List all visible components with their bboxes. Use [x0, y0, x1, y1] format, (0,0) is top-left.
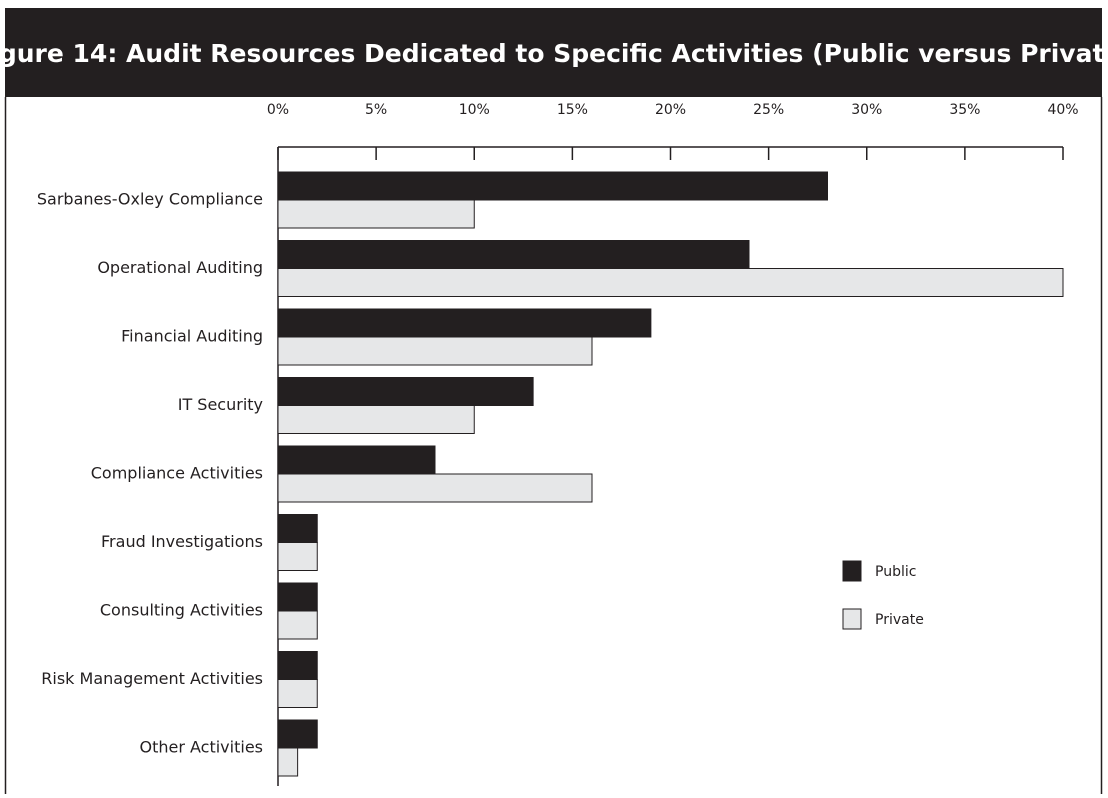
x-tick-label: 30%	[851, 102, 882, 118]
x-tick-label: 20%	[655, 102, 686, 118]
bar	[277, 308, 652, 338]
bar	[277, 582, 318, 612]
category-label: Other Activities	[139, 738, 263, 757]
bar	[277, 610, 318, 640]
bar	[277, 268, 1064, 297]
bar	[277, 377, 534, 406]
bar	[277, 679, 318, 708]
x-tick-label: 5%	[365, 102, 387, 118]
category-label: IT Security	[178, 395, 263, 414]
bar	[277, 747, 299, 777]
category-label: Operational Auditing	[97, 258, 263, 277]
bar	[277, 199, 475, 229]
bar	[277, 473, 593, 503]
x-tick-label: 10%	[459, 102, 490, 118]
x-tick-label: 25%	[753, 102, 784, 118]
bar	[277, 445, 436, 475]
x-tick-label: 15%	[557, 102, 588, 118]
category-label: Compliance Activities	[91, 464, 263, 483]
category-label: Risk Management Activities	[41, 669, 263, 688]
x-tick-label: 35%	[949, 102, 980, 118]
legend-label: Public	[875, 564, 916, 580]
legend-label: Private	[875, 612, 924, 628]
category-label: Financial Auditing	[121, 327, 263, 346]
bar	[277, 336, 593, 366]
category-label: Fraud Investigations	[101, 532, 263, 551]
bar	[277, 719, 318, 749]
bar	[277, 542, 318, 571]
bar	[277, 240, 750, 269]
title-bar	[5, 8, 1102, 97]
legend-swatch	[842, 608, 862, 630]
x-tick-label: 0%	[267, 102, 289, 118]
bar	[277, 651, 318, 680]
category-label: Consulting Activities	[100, 601, 263, 620]
bar	[277, 405, 475, 434]
bar	[277, 514, 318, 543]
x-tick-label: 40%	[1047, 102, 1078, 118]
legend-swatch	[842, 560, 862, 582]
chart-title: Figure 14: Audit Resources Dedicated to …	[0, 39, 1108, 68]
category-label: Sarbanes-Oxley Compliance	[37, 190, 263, 209]
bar	[277, 171, 828, 201]
